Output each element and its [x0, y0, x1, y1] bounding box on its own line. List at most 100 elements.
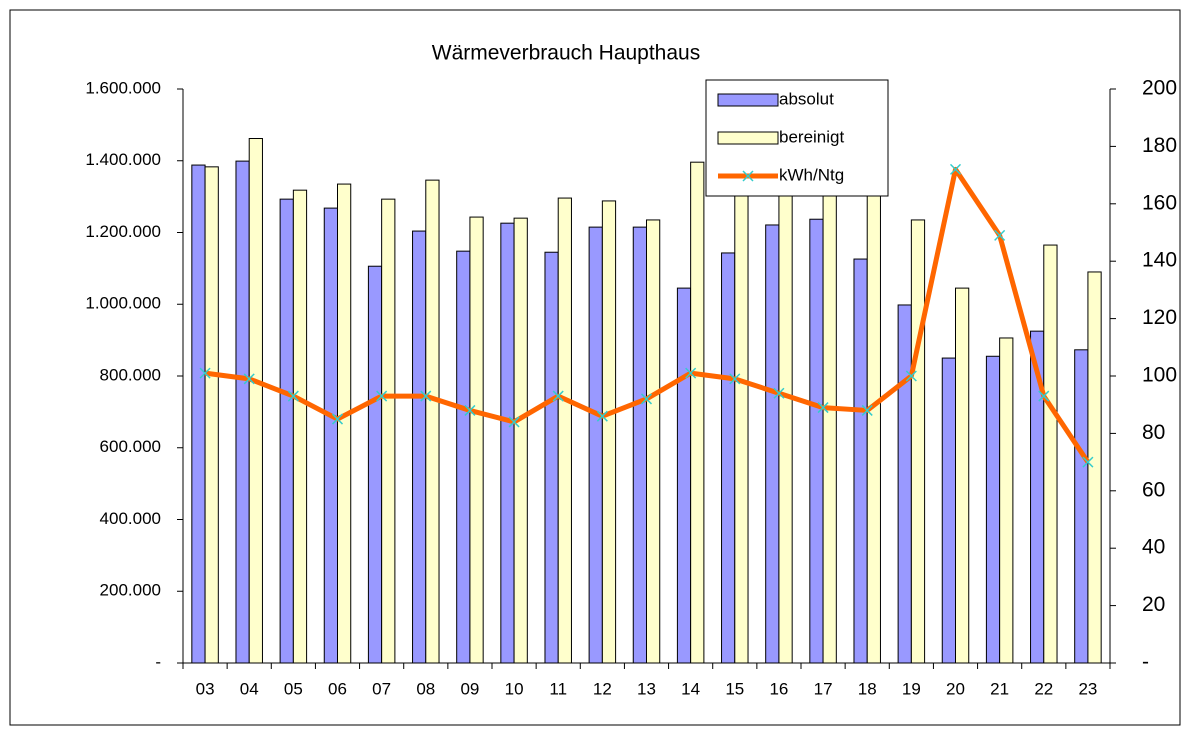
bar: [778, 181, 793, 664]
bar: [690, 161, 705, 664]
x-tick-label: 04: [240, 679, 259, 698]
legend-label: absolut: [779, 89, 834, 108]
chart-title: Wärmeverbrauch Haupthaus: [432, 42, 700, 65]
bar: [853, 258, 868, 664]
line-marker: [861, 404, 873, 416]
line-marker: [1082, 456, 1094, 468]
bar: [941, 357, 956, 664]
line-marker: [773, 387, 785, 399]
x-tick-label: 10: [505, 679, 524, 698]
bar: [822, 185, 837, 664]
y-tick-label: 1.400.000: [85, 150, 161, 169]
bar: [557, 197, 572, 664]
y2-tick-label: 40: [1142, 536, 1165, 559]
bar: [469, 216, 484, 664]
y-tick-label: -: [155, 652, 161, 671]
bar: [381, 198, 396, 664]
bar: [646, 219, 661, 664]
line-marker: [640, 393, 653, 405]
line-marker: [685, 367, 697, 379]
line-marker: [420, 390, 432, 402]
x-tick-label: 18: [858, 679, 877, 698]
line-marker: [287, 390, 299, 402]
bar: [601, 200, 617, 664]
y2-tick-label: 120: [1142, 306, 1177, 329]
y2-tick-label: 140: [1142, 249, 1177, 272]
y2-tick-label: -: [1142, 651, 1149, 674]
x-tick-label: 03: [196, 679, 215, 698]
bar: [412, 230, 427, 664]
bar: [337, 183, 352, 664]
bar: [204, 166, 219, 664]
x-tick-label: 15: [725, 679, 744, 698]
bar: [248, 138, 263, 664]
x-tick-label: 09: [460, 679, 479, 698]
y-tick-label: 200.000: [100, 581, 161, 600]
bar: [323, 207, 338, 664]
y2-tick-label: 80: [1142, 421, 1165, 444]
line-marker: [729, 373, 741, 385]
bar: [191, 164, 206, 664]
bar: [292, 189, 308, 664]
y2-tick-label: 60: [1142, 478, 1165, 501]
x-tick-label: 07: [372, 679, 391, 698]
bar: [734, 185, 749, 664]
bar: [809, 218, 824, 664]
x-tick-label: 11: [549, 679, 567, 698]
line-marker: [949, 163, 962, 175]
bar: [897, 304, 912, 664]
y2-tick-label: 100: [1142, 364, 1177, 387]
y-tick-label: 1.000.000: [85, 294, 161, 313]
legend-label: kWh/Ntg: [779, 165, 844, 184]
bar: [985, 355, 1001, 664]
line-marker: [376, 390, 388, 402]
bar: [999, 337, 1014, 664]
bar: [425, 179, 440, 664]
line-marker: [817, 402, 829, 414]
y2-tick-label: 160: [1142, 191, 1177, 214]
y-tick-label: 800.000: [100, 365, 161, 384]
bar: [544, 251, 559, 664]
line-marker: [199, 367, 211, 379]
bar: [456, 250, 471, 664]
line-marker: [508, 416, 520, 428]
y-tick-label: 1.600.000: [85, 78, 161, 97]
line-marker: [464, 404, 476, 416]
bar: [513, 217, 528, 664]
bar: [235, 160, 250, 664]
legend-swatch: [717, 131, 779, 145]
x-tick-label: 20: [946, 679, 965, 698]
bar: [676, 287, 692, 664]
x-tick-label: 23: [1078, 679, 1097, 698]
x-tick-label: 14: [681, 679, 700, 698]
line-marker: [905, 370, 917, 382]
bar: [500, 222, 515, 664]
x-tick-label: 19: [902, 679, 921, 698]
bar: [588, 226, 603, 664]
bar: [279, 198, 294, 664]
bar: [1043, 244, 1058, 664]
line-marker: [552, 390, 564, 402]
bar: [955, 287, 970, 664]
x-tick-label: 16: [769, 679, 788, 698]
bar: [910, 219, 926, 664]
x-tick-label: 12: [593, 679, 612, 698]
y-tick-label: 600.000: [100, 437, 161, 456]
legend-swatch: [717, 93, 779, 107]
line-marker: [596, 410, 608, 422]
bar: [1087, 271, 1102, 664]
x-tick-label: 08: [416, 679, 435, 698]
bar: [765, 224, 780, 664]
y-tick-label: 400.000: [100, 509, 161, 528]
x-tick-label: 21: [990, 679, 1009, 698]
line-marker: [243, 373, 255, 385]
legend-label: bereinigt: [779, 127, 844, 146]
y2-tick-label: 20: [1142, 593, 1165, 616]
bar: [367, 265, 383, 664]
x-tick-label: 05: [284, 679, 303, 698]
x-tick-label: 13: [637, 679, 656, 698]
bar: [1074, 349, 1089, 664]
x-tick-label: 17: [814, 679, 833, 698]
y2-tick-label: 200: [1142, 77, 1177, 100]
